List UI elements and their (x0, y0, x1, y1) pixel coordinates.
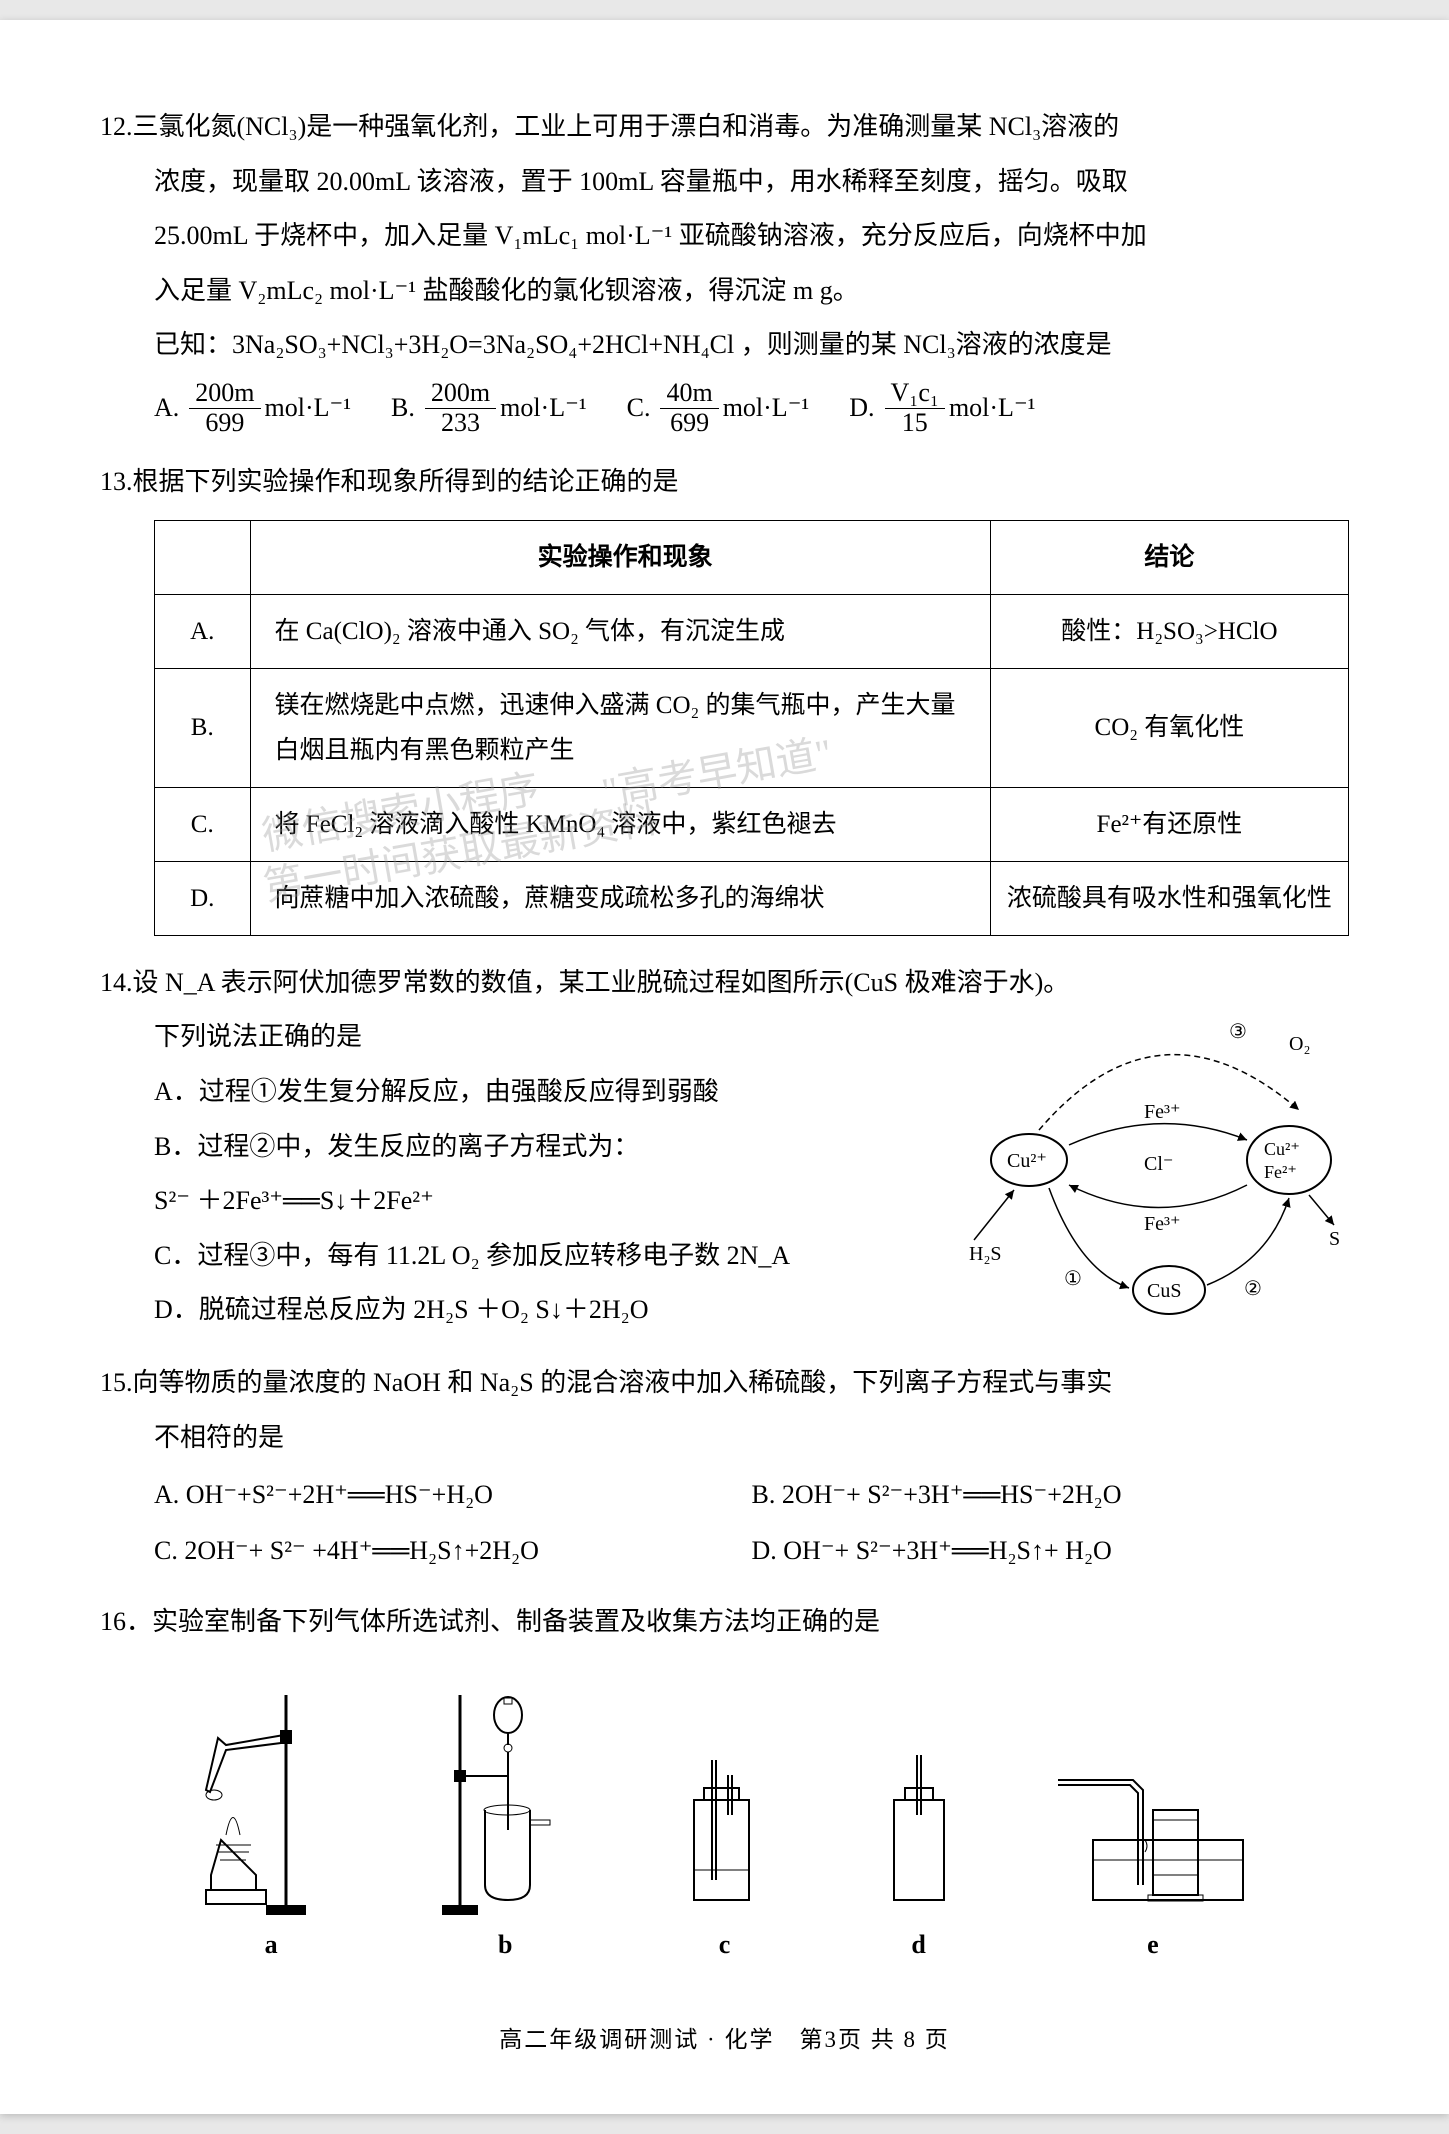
q14-opt-b: B．过程②中，发生反应的离子方程式为： (100, 1120, 949, 1175)
apparatus-b-label: b (498, 1930, 512, 1960)
table-row: B.镁在燃烧匙中点燃，迅速伸入盛满 CO₂ 的集气瓶中，产生大量白烟且瓶内有黑色… (155, 668, 1349, 787)
apparatus-a: a (196, 1690, 346, 1960)
apparatus-funnel-icon (430, 1690, 580, 1920)
apparatus-heating-icon (196, 1690, 346, 1920)
q13-table: 实验操作和现象 结论 A.在 Ca(ClO)₂ 溶液中通入 SO₂ 气体，有沉淀… (154, 520, 1349, 936)
q16-num: 16． (100, 1607, 152, 1636)
svg-text:H₂S: H₂S (969, 1243, 1002, 1265)
question-15: 15.向等物质的量浓度的 NaOH 和 Na₂S 的混合溶液中加入稀硫酸，下列离… (100, 1356, 1349, 1577)
apparatus-e-label: e (1147, 1930, 1159, 1960)
q12-line5: 已知：3Na₂SO₃+NCl₃+3H₂O=3Na₂SO₄+2HCl+NH₄Cl … (100, 318, 1349, 373)
table-header-row: 实验操作和现象 结论 (155, 520, 1349, 594)
apparatus-c: c (664, 1740, 784, 1960)
q13-stem: 13.根据下列实验操作和现象所得到的结论正确的是 (100, 455, 1349, 510)
q12-line2: 浓度，现量取 20.00mL 该溶液，置于 100mL 容量瓶中，用水稀释至刻度… (100, 155, 1349, 210)
svg-text:Cu²⁺: Cu²⁺ (1264, 1139, 1300, 1159)
svg-text:①: ① (1064, 1268, 1082, 1290)
question-14: 14.设 N_A 表示阿伏加德罗常数的数值，某工业脱硫过程如图所示(CuS 极难… (100, 956, 1349, 1338)
q12-line3: 25.00mL 于烧杯中，加入足量 V₁mLc₁ mol·L⁻¹ 亚硫酸钠溶液，… (100, 209, 1349, 264)
q13-num: 13. (100, 467, 133, 496)
svg-text:②: ② (1244, 1278, 1262, 1300)
apparatus-d-label: d (911, 1930, 925, 1960)
question-12: 12.三氯化氮(NCl₃)是一种强氧化剂，工业上可用于漂白和消毒。为准确测量某 … (100, 100, 1349, 437)
table-row: D.向蔗糖中加入浓硫酸，蔗糖变成疏松多孔的海绵状浓硫酸具有吸水性和强氧化性 (155, 861, 1349, 935)
q15-stem2: 不相符的是 (100, 1411, 1349, 1466)
table-row: A.在 Ca(ClO)₂ 溶液中通入 SO₂ 气体，有沉淀生成酸性：H₂SO₃>… (155, 594, 1349, 668)
fraction-icon: 200m699 (189, 379, 260, 437)
q12-opt-d: D. V₁c₁15 mol·L⁻¹ (849, 379, 1035, 437)
th-blank (155, 520, 251, 594)
fraction-icon: 40m699 (660, 379, 718, 437)
svg-text:③: ③ (1229, 1021, 1247, 1043)
svg-text:O₂: O₂ (1289, 1033, 1310, 1055)
q14-opt-b2: S²⁻ ＋2Fe³⁺══S↓＋2Fe²⁺ (100, 1174, 949, 1229)
svg-text:S: S (1329, 1228, 1340, 1250)
q15-stem: 15.向等物质的量浓度的 NaOH 和 Na₂S 的混合溶液中加入稀硫酸，下列离… (100, 1356, 1349, 1411)
q16-stem: 16．实验室制备下列气体所选试剂、制备装置及收集方法均正确的是 (100, 1595, 1349, 1650)
q12-opt-b: B. 200m233 mol·L⁻¹ (391, 379, 587, 437)
q15-opt-c: C. 2OH⁻+ S²⁻ +4H⁺══H₂S↑+2H₂O (154, 1525, 752, 1577)
q12-line4: 入足量 V₂mLc₂ mol·L⁻¹ 盐酸酸化的氯化钡溶液，得沉淀 m g。 (100, 264, 1349, 319)
apparatus-a-label: a (265, 1930, 278, 1960)
question-16: 16．实验室制备下列气体所选试剂、制备装置及收集方法均正确的是 a (100, 1595, 1349, 1960)
q15-opt-b: B. 2OH⁻+ S²⁻+3H⁺══HS⁻+2H₂O (752, 1469, 1350, 1521)
apparatus-bottle-one-tube-icon (869, 1740, 969, 1920)
q12-opt-c: C. 40m699 mol·L⁻¹ (627, 379, 810, 437)
q12-num: 12. (100, 112, 133, 141)
question-13: 13.根据下列实验操作和现象所得到的结论正确的是 实验操作和现象 结论 A.在 … (100, 455, 1349, 936)
q14-opt-c: C．过程③中，每有 11.2L O₂ 参加反应转移电子数 2N_A (100, 1229, 949, 1284)
q12-opt-a: A. 200m699 mol·L⁻¹ (154, 379, 351, 437)
apparatus-water-collection-icon (1053, 1740, 1253, 1920)
q15-options-row2: C. 2OH⁻+ S²⁻ +4H⁺══H₂S↑+2H₂O D. OH⁻+ S²⁻… (100, 1525, 1349, 1577)
q14-opt-a: A．过程①发生复分解反应，由强酸反应得到弱酸 (100, 1065, 949, 1120)
cycle-diagram-icon: ③ O₂ Cu²⁺ Cu²⁺ Fe²⁺ CuS Fe³⁺ Cl⁻ (969, 1010, 1349, 1330)
q15-num: 15. (100, 1368, 133, 1397)
q15-opt-a: A. OH⁻+S²⁻+2H⁺══HS⁻+H₂O (154, 1469, 752, 1521)
apparatus-e: e (1053, 1740, 1253, 1960)
svg-text:Fe³⁺: Fe³⁺ (1144, 1101, 1181, 1123)
svg-text:Fe³⁺: Fe³⁺ (1144, 1213, 1181, 1235)
exam-page: 微信搜索小程序 "高考早知道" 第一时间获取最新资料 12.三氯化氮(NCl₃)… (0, 20, 1449, 2114)
q15-options-row1: A. OH⁻+S²⁻+2H⁺══HS⁻+H₂O B. 2OH⁻+ S²⁻+3H⁺… (100, 1469, 1349, 1521)
q12-options: A. 200m699 mol·L⁻¹ B. 200m233 mol·L⁻¹ C.… (100, 379, 1349, 437)
apparatus-d: d (869, 1740, 969, 1960)
q12-line1: 12.三氯化氮(NCl₃)是一种强氧化剂，工业上可用于漂白和消毒。为准确测量某 … (100, 100, 1349, 155)
apparatus-c-label: c (719, 1930, 731, 1960)
fraction-icon: V₁c₁15 (885, 379, 945, 437)
q14-num: 14. (100, 968, 133, 997)
q14-stem: 14.设 N_A 表示阿伏加德罗常数的数值，某工业脱硫过程如图所示(CuS 极难… (100, 956, 1349, 1011)
th-operation: 实验操作和现象 (250, 520, 990, 594)
q15-opt-d: D. OH⁻+ S²⁻+3H⁺══H₂S↑+ H₂O (752, 1525, 1350, 1577)
apparatus-bottle-two-tubes-icon (664, 1740, 784, 1920)
q16-apparatus: a b (154, 1680, 1295, 1960)
table-row: C.将 FeCl₂ 溶液滴入酸性 KMnO₄ 溶液中，紫红色褪去Fe²⁺有还原性 (155, 787, 1349, 861)
q14-stem2: 下列说法正确的是 (100, 1010, 949, 1065)
q14-opt-d: D．脱硫过程总反应为 2H₂S ＋O₂ S↓＋2H₂O (100, 1283, 949, 1338)
fraction-icon: 200m233 (425, 379, 496, 437)
apparatus-b: b (430, 1690, 580, 1960)
svg-text:CuS: CuS (1147, 1280, 1181, 1302)
svg-text:Cl⁻: Cl⁻ (1144, 1153, 1173, 1175)
th-conclusion: 结论 (990, 520, 1348, 594)
page-footer: 高二年级调研测试 · 化学 第3页 共 8 页 (100, 2020, 1349, 2054)
svg-text:Cu²⁺: Cu²⁺ (1007, 1150, 1047, 1172)
svg-text:Fe²⁺: Fe²⁺ (1264, 1162, 1297, 1182)
